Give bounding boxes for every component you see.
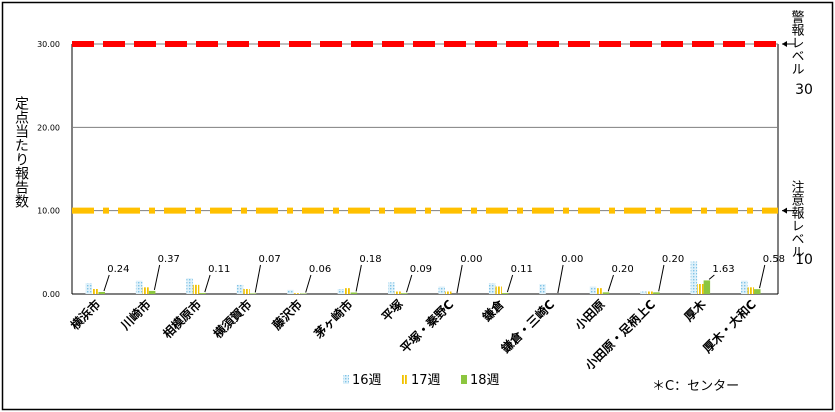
arrow-head-icon	[782, 41, 787, 47]
legend: 16週 17週 18週	[343, 373, 500, 388]
data-label: 0.58	[763, 254, 785, 265]
y-tick-label: 20.00	[37, 123, 60, 132]
data-label: 0.18	[359, 254, 381, 265]
legend-swatch	[343, 375, 349, 384]
arrow-head-icon	[782, 207, 787, 214]
bar-2-9	[495, 286, 502, 294]
leader-line	[103, 274, 110, 292]
y-tick-label: 10.00	[37, 207, 60, 216]
leader-line	[759, 264, 766, 289]
bar-2-7	[394, 291, 402, 294]
bar-1-6	[337, 289, 345, 294]
threshold-value: 30	[795, 82, 813, 98]
data-label: 0.11	[511, 264, 533, 275]
bar-1-14	[741, 280, 748, 294]
y-axis-title: 定点当たり報告数	[13, 96, 29, 208]
bar-3-9	[501, 293, 509, 294]
bar-3-12	[653, 292, 660, 294]
bar-2-6	[344, 288, 351, 294]
bar-3-6	[350, 292, 358, 294]
legend-swatch	[461, 375, 467, 384]
y-tick-label: 30.00	[37, 40, 60, 49]
y-tick-labels: 0.00 10.00 20.00 30.00	[37, 40, 60, 299]
data-label: 0.20	[662, 254, 684, 265]
bar-3-4	[249, 293, 257, 294]
label-leaders	[103, 264, 766, 294]
data-label: 1.63	[712, 264, 734, 275]
bar-3-13	[703, 280, 711, 294]
data-label: 0.09	[410, 264, 432, 275]
footnote: ＊C：センター	[652, 379, 739, 394]
bar-3-7	[401, 293, 408, 294]
data-label: 0.07	[259, 254, 281, 265]
threshold-lines	[72, 41, 778, 214]
leader-line	[305, 274, 312, 293]
bars	[85, 261, 761, 294]
bar-1-11	[589, 286, 597, 294]
bar-3-3	[199, 293, 206, 294]
legend-entry: 18週	[470, 373, 500, 388]
bar-2-13	[697, 284, 704, 294]
data-label: 0.20	[612, 264, 634, 275]
data-label: 0.37	[158, 254, 180, 265]
bar-1-4	[236, 284, 244, 294]
bar-2-14	[747, 287, 755, 294]
leader-line	[708, 274, 715, 280]
leader-line	[557, 264, 564, 294]
bar-1-5	[287, 289, 294, 294]
data-labels: 0.24 0.37 0.11 0.07 0.06 0.18 0.09 0.00 0.11 0.00…	[107, 254, 785, 275]
threshold-label: 警報レベル	[789, 9, 805, 75]
data-label: 0.24	[107, 264, 129, 275]
bar-1-1	[85, 283, 92, 294]
bar-2-4	[243, 289, 250, 294]
bar-3-11	[602, 292, 610, 294]
leader-line	[658, 264, 665, 292]
bar-1-3	[186, 278, 193, 294]
legend-entry: 16週	[352, 373, 382, 388]
bar-2-1	[91, 289, 99, 294]
threshold-value: 10	[795, 252, 813, 268]
bar-3-2	[148, 290, 156, 294]
data-label: 0.00	[460, 254, 482, 265]
data-label: 0.06	[309, 264, 331, 275]
leader-line	[456, 264, 463, 294]
data-label: 0.11	[208, 264, 230, 275]
bar-1-10	[539, 284, 546, 294]
bar-2-11	[596, 288, 603, 294]
bar-3-14	[754, 289, 761, 294]
bar-1-13	[690, 261, 698, 294]
leader-line	[607, 274, 614, 292]
y-tick-label: 0.00	[42, 290, 60, 299]
threshold-label: 注意報レベル	[789, 180, 805, 258]
legend-entry: 17週	[411, 373, 441, 388]
bar-1-12	[640, 291, 647, 294]
bar-3-5	[300, 293, 307, 294]
leader-line	[506, 274, 514, 293]
bar-2-2	[142, 287, 149, 294]
bar-2-5	[293, 293, 301, 294]
bar-2-12	[646, 291, 654, 294]
legend-swatch	[402, 375, 408, 384]
bar-3-1	[98, 292, 105, 294]
leader-line	[204, 274, 211, 293]
leader-line	[355, 264, 362, 292]
bar-1-2	[135, 280, 143, 294]
leader-line	[153, 264, 161, 291]
data-label: 0.00	[561, 254, 583, 265]
leader-line	[406, 274, 413, 293]
bar-2-3	[192, 284, 200, 294]
bar-1-9	[488, 283, 496, 294]
bar-2-8	[444, 291, 452, 294]
bar-1-7	[388, 282, 395, 294]
bar-1-8	[438, 286, 445, 294]
leader-line	[254, 264, 261, 293]
plot-area: 0.24 0.37 0.11 0.07 0.06 0.18 0.09 0.00 0.11 0.00…	[71, 41, 785, 295]
